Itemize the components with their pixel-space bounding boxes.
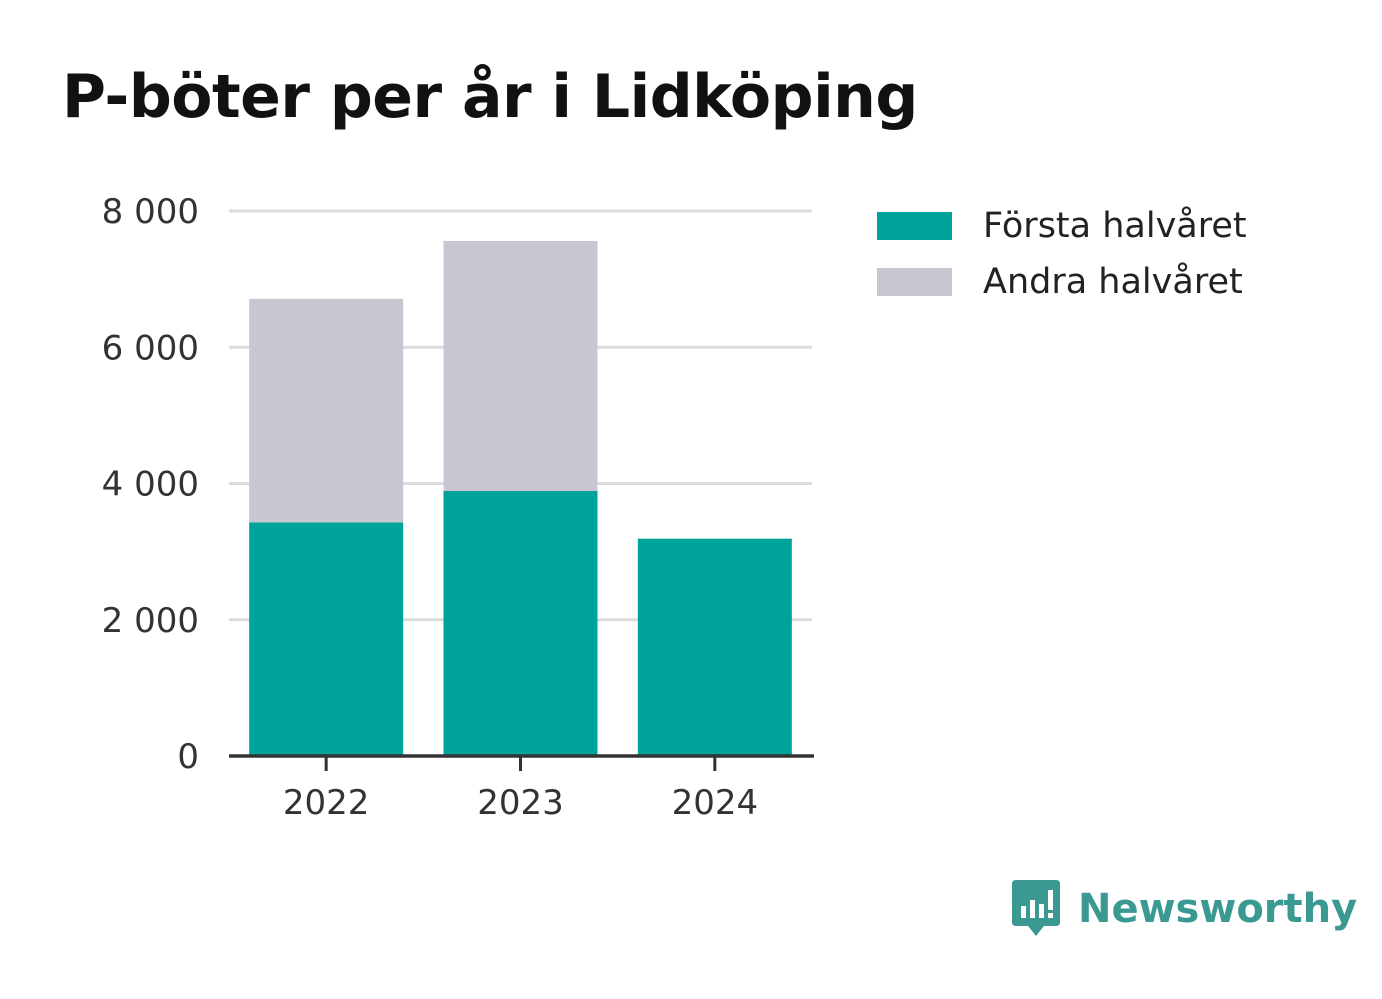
y-tick-label-2000: 2 000 xyxy=(102,601,199,641)
legend-label-forsta-halvaret: Första halvåret xyxy=(983,206,1247,246)
bars xyxy=(249,240,792,756)
y-tick-label-8000: 8 000 xyxy=(102,192,199,232)
bar-2023-series-0 xyxy=(443,490,598,756)
x-tick-label-2024: 2024 xyxy=(672,783,759,823)
newsworthy-logo: Newsworthy xyxy=(1010,878,1357,940)
legend-item-forsta-halvaret: Första halvåret xyxy=(877,198,1247,254)
y-tick-label-4000: 4 000 xyxy=(102,465,199,505)
bar-2022-series-1 xyxy=(249,298,404,523)
x-tick-label-2023: 2023 xyxy=(477,783,564,823)
y-tick-label-6000: 6 000 xyxy=(102,328,199,368)
y-axis-ticks: 0 2 000 4 000 6 000 8 000 xyxy=(102,192,199,777)
bar-2022-series-0 xyxy=(249,522,404,756)
x-tick-label-2022: 2022 xyxy=(283,783,370,823)
x-axis-ticks: 2022 2023 2024 xyxy=(283,756,758,823)
legend-item-andra-halvaret: Andra halvåret xyxy=(877,254,1247,310)
legend-swatch-forsta-halvaret xyxy=(877,212,952,240)
chart-title: P-böter per år i Lidköping xyxy=(62,62,918,132)
legend-swatch-andra-halvaret xyxy=(877,268,952,296)
legend: Första halvåret Andra halvåret xyxy=(877,198,1247,310)
y-tick-label-0: 0 xyxy=(177,737,199,777)
logo-text: Newsworthy xyxy=(1078,886,1358,932)
chart-bubble-icon xyxy=(1012,880,1060,936)
bar-2024-series-0 xyxy=(637,538,792,756)
legend-label-andra-halvaret: Andra halvåret xyxy=(983,262,1243,302)
bar-2023-series-1 xyxy=(443,240,598,491)
